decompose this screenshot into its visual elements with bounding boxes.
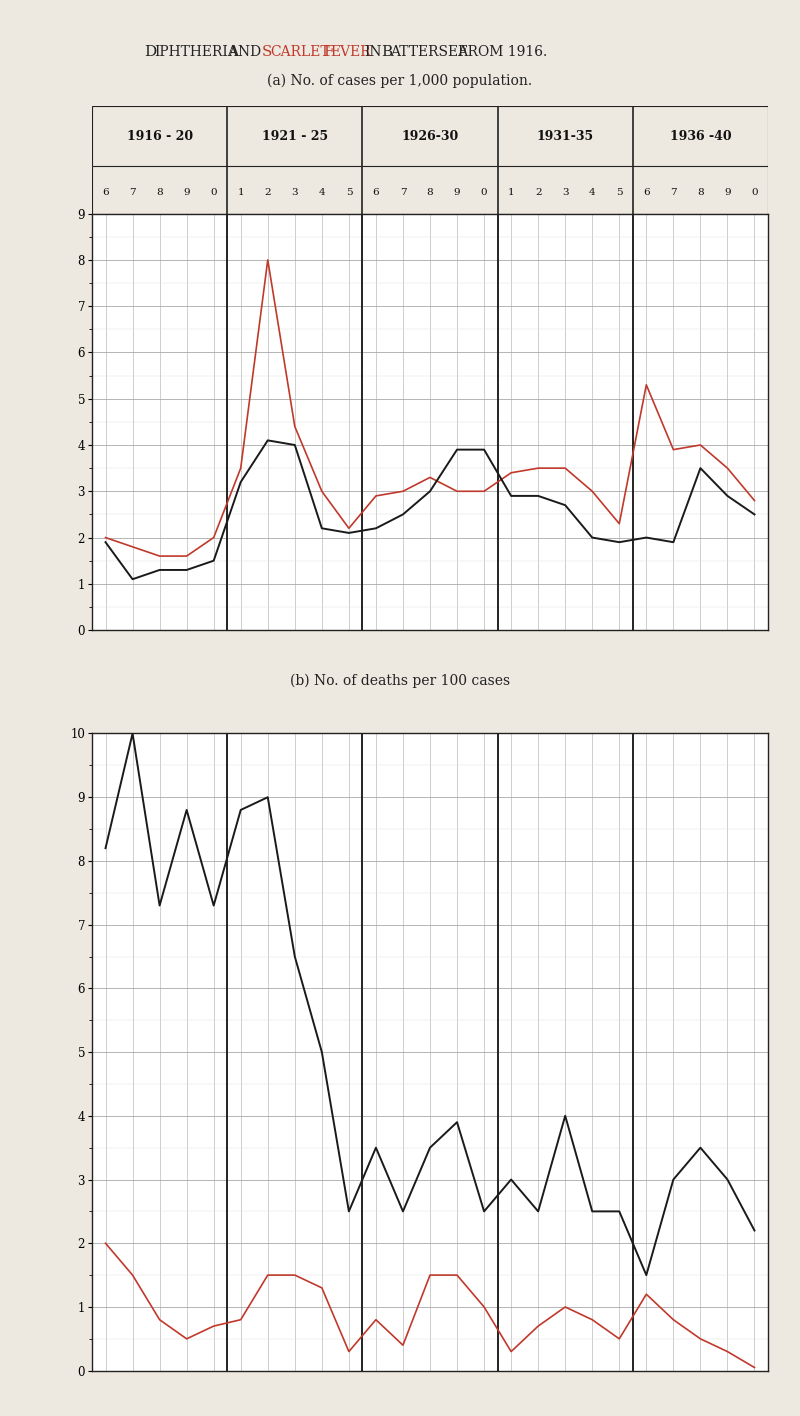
Text: 1: 1: [238, 188, 244, 197]
Text: 4: 4: [589, 188, 595, 197]
Text: 3: 3: [562, 188, 569, 197]
Text: 8: 8: [697, 188, 704, 197]
Text: 9: 9: [454, 188, 460, 197]
Text: 9: 9: [724, 188, 730, 197]
Text: 8: 8: [426, 188, 434, 197]
Text: 6: 6: [373, 188, 379, 197]
Text: 1931-35: 1931-35: [537, 130, 594, 143]
Text: FROM 1916.: FROM 1916.: [458, 45, 547, 59]
Text: 6: 6: [102, 188, 109, 197]
Text: IN: IN: [364, 45, 382, 59]
Text: 7: 7: [400, 188, 406, 197]
Text: 5: 5: [346, 188, 352, 197]
Text: IPHTHERIA: IPHTHERIA: [154, 45, 238, 59]
Text: 8: 8: [156, 188, 163, 197]
Text: 1921 - 25: 1921 - 25: [262, 130, 328, 143]
Text: 0: 0: [210, 188, 217, 197]
Text: 5: 5: [616, 188, 622, 197]
Text: D: D: [144, 45, 156, 59]
Text: 2: 2: [535, 188, 542, 197]
Text: 9: 9: [183, 188, 190, 197]
Text: 4: 4: [318, 188, 325, 197]
Text: 0: 0: [481, 188, 487, 197]
Text: B: B: [381, 45, 392, 59]
Text: 6: 6: [643, 188, 650, 197]
Text: 1926-30: 1926-30: [402, 130, 458, 143]
Text: 7: 7: [670, 188, 677, 197]
Text: (b) No. of deaths per 100 cases: (b) No. of deaths per 100 cases: [290, 674, 510, 688]
Text: (a) No. of cases per 1,000 population.: (a) No. of cases per 1,000 population.: [267, 74, 533, 88]
Text: S: S: [262, 45, 272, 59]
Text: 1: 1: [508, 188, 514, 197]
Text: 0: 0: [751, 188, 758, 197]
Text: AND: AND: [228, 45, 261, 59]
Text: 7: 7: [130, 188, 136, 197]
Text: CARLET: CARLET: [270, 45, 330, 59]
Text: 1936 -40: 1936 -40: [670, 130, 731, 143]
Text: 3: 3: [291, 188, 298, 197]
Text: EVER: EVER: [330, 45, 371, 59]
Text: F: F: [323, 45, 334, 59]
Text: ATTERSEA: ATTERSEA: [390, 45, 468, 59]
Text: 1916 - 20: 1916 - 20: [126, 130, 193, 143]
Text: 2: 2: [265, 188, 271, 197]
